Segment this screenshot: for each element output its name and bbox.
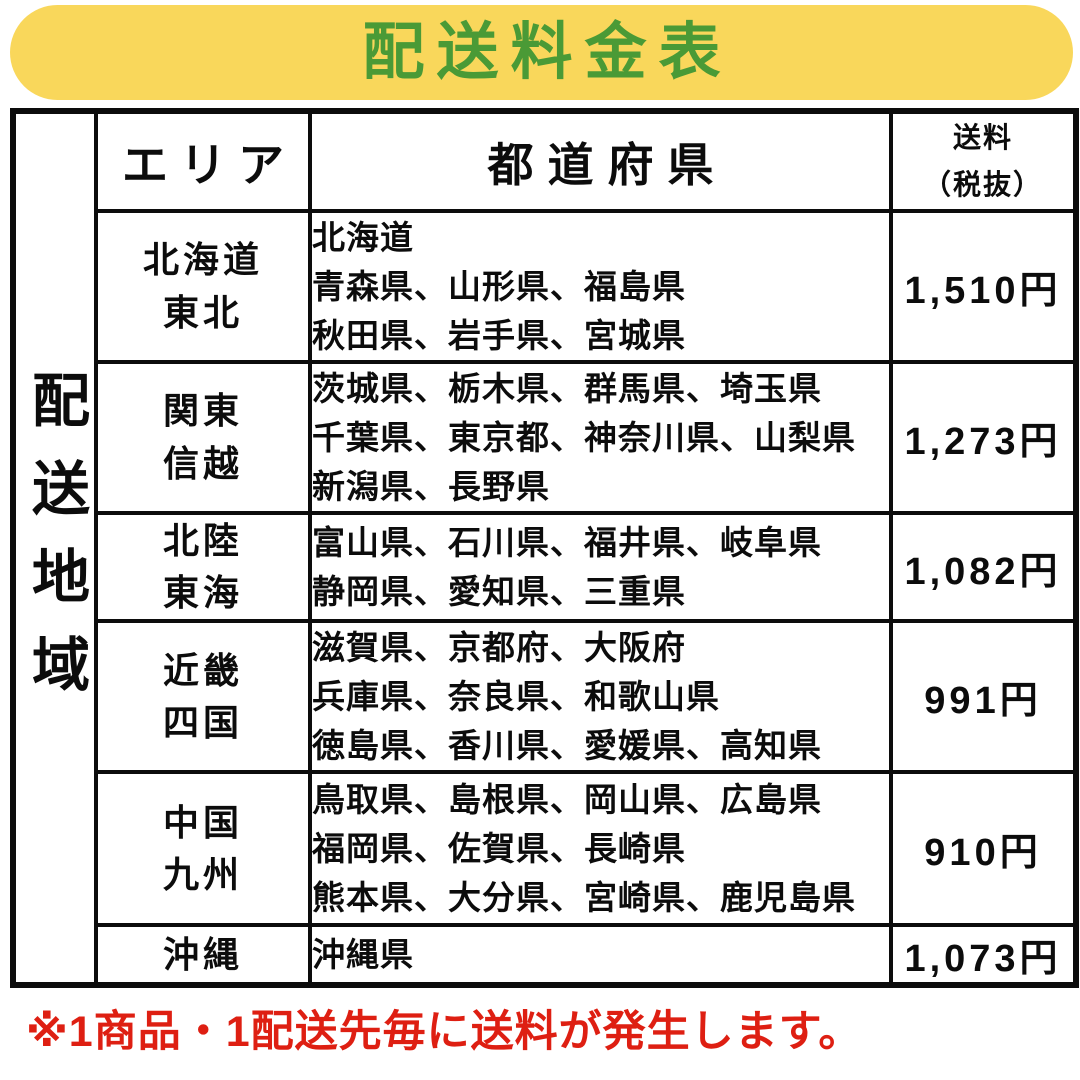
prefecture-line: 静岡県、愛知県、三重県	[312, 573, 686, 611]
table-row-okinawa: 沖縄 沖縄県 1,073円	[13, 923, 1078, 988]
fee-value: 1,510円	[904, 270, 1062, 312]
area-label: 中国	[162, 801, 243, 843]
prefectures-cell: 滋賀県、京都府、大阪府 兵庫県、奈良県、和歌山県 徳島県、香川県、愛媛県、高知県	[308, 619, 893, 775]
area-cell: 中国 九州	[94, 770, 312, 928]
prefectures-cell: 富山県、石川県、福井県、岐阜県 静岡県、愛知県、三重県	[308, 510, 893, 624]
prefectures-cell: 鳥取県、島根県、岡山県、広島県 福岡県、佐賀県、長崎県 熊本県、大分県、宮崎県、…	[308, 770, 893, 928]
prefecture-line: 滋賀県、京都府、大阪府	[312, 629, 686, 667]
prefecture-line: 福岡県、佐賀県、長崎県	[312, 830, 686, 868]
table-row-kanto-shinetsu: 関東 信越 茨城県、栃木県、群馬県、埼玉県 千葉県、東京都、神奈川県、山梨県 新…	[13, 360, 1078, 515]
fee-cell: 910円	[889, 770, 1078, 928]
area-label: 北海道	[142, 239, 263, 281]
area-label: 九州	[162, 853, 243, 895]
fee-cell: 1,510円	[889, 209, 1078, 364]
shipping-footnote: ※1商品・1配送先毎に送料が発生します。	[26, 1008, 863, 1056]
fee-value: 1,082円	[904, 550, 1062, 593]
table-row-hokkaido-tohoku: 北海道 東北 北海道 青森県、山形県、福島県 秋田県、岩手県、宮城県 1,510…	[13, 209, 1078, 364]
area-cell: 北海道 東北	[94, 209, 312, 364]
prefectures-cell: 北海道 青森県、山形県、福島県 秋田県、岩手県、宮城県	[308, 209, 893, 364]
prefecture-line: 北海道	[312, 219, 414, 256]
table-row-chugoku-kyushu: 中国 九州 鳥取県、島根県、岡山県、広島県 福岡県、佐賀県、長崎県 熊本県、大分…	[13, 770, 1078, 928]
header-fee: 送料 （税抜）	[889, 109, 1078, 213]
fee-cell: 991円	[889, 619, 1078, 775]
header-prefectures: 都道府県	[308, 109, 893, 213]
page-title: 配送料金表	[362, 17, 733, 87]
area-cell: 沖縄	[94, 923, 312, 988]
table-row-hokuriku-tokai: 北陸 東海 富山県、石川県、福井県、岐阜県 静岡県、愛知県、三重県 1,082円	[13, 510, 1078, 624]
fee-cell: 1,273円	[889, 360, 1078, 515]
title-banner: 配送料金表	[10, 5, 1073, 100]
fee-cell: 1,073円	[889, 923, 1078, 988]
fee-value: 1,073円	[904, 938, 1062, 981]
prefecture-line: 徳島県、香川県、愛媛県、高知県	[312, 727, 822, 765]
area-label: 北陸	[162, 520, 243, 561]
area-label: 関東	[162, 390, 243, 432]
prefecture-line: 青森県、山形県、福島県	[312, 268, 686, 305]
header-row: 配送地域 エリア 都道府県 送料 （税抜）	[11, 108, 1078, 988]
prefectures-cell: 沖縄県	[308, 923, 893, 988]
header-fee-line1: 送料	[952, 122, 1013, 154]
prefecture-line: 千葉県、東京都、神奈川県、山梨県	[312, 419, 856, 456]
prefecture-line: 鳥取県、島根県、岡山県、広島県	[312, 781, 822, 819]
area-label: 四国	[162, 701, 243, 743]
prefectures-cell: 茨城県、栃木県、群馬県、埼玉県 千葉県、東京都、神奈川県、山梨県 新潟県、長野県	[308, 360, 893, 515]
area-label: 信越	[162, 442, 243, 484]
fee-value: 910円	[924, 832, 1042, 875]
side-label-cell: 配送地域	[11, 108, 98, 988]
area-cell: 近畿 四国	[94, 619, 312, 775]
shipping-fee-table: 配送地域 エリア 都道府県 送料 （税抜） 北海道 東北 北海道 青森県、山形県…	[10, 108, 1079, 989]
side-label: 配送地域	[23, 369, 88, 722]
fee-value: 991円	[924, 680, 1042, 723]
area-label: 沖縄	[162, 933, 243, 975]
area-cell: 北陸 東海	[94, 510, 312, 624]
table-row-kinki-shikoku: 近畿 四国 滋賀県、京都府、大阪府 兵庫県、奈良県、和歌山県 徳島県、香川県、愛…	[13, 619, 1078, 775]
prefecture-line: 熊本県、大分県、宮崎県、鹿児島県	[312, 879, 856, 917]
prefecture-line: 新潟県、長野県	[312, 468, 550, 505]
area-label: 東海	[162, 572, 243, 614]
prefecture-line: 秋田県、岩手県、宮城県	[312, 317, 686, 354]
header-area: エリア	[94, 109, 312, 213]
prefecture-line: 兵庫県、奈良県、和歌山県	[312, 678, 720, 716]
prefecture-line: 富山県、石川県、福井県、岐阜県	[312, 524, 822, 562]
header-fee-line2: （税抜）	[922, 168, 1043, 200]
prefecture-line: 茨城県、栃木県、群馬県、埼玉県	[312, 370, 822, 407]
area-label: 東北	[162, 291, 243, 333]
area-cell: 関東 信越	[94, 360, 312, 515]
area-label: 近畿	[162, 649, 243, 691]
prefecture-line: 沖縄県	[312, 936, 414, 974]
fee-cell: 1,082円	[889, 510, 1078, 624]
fee-value: 1,273円	[904, 421, 1062, 463]
